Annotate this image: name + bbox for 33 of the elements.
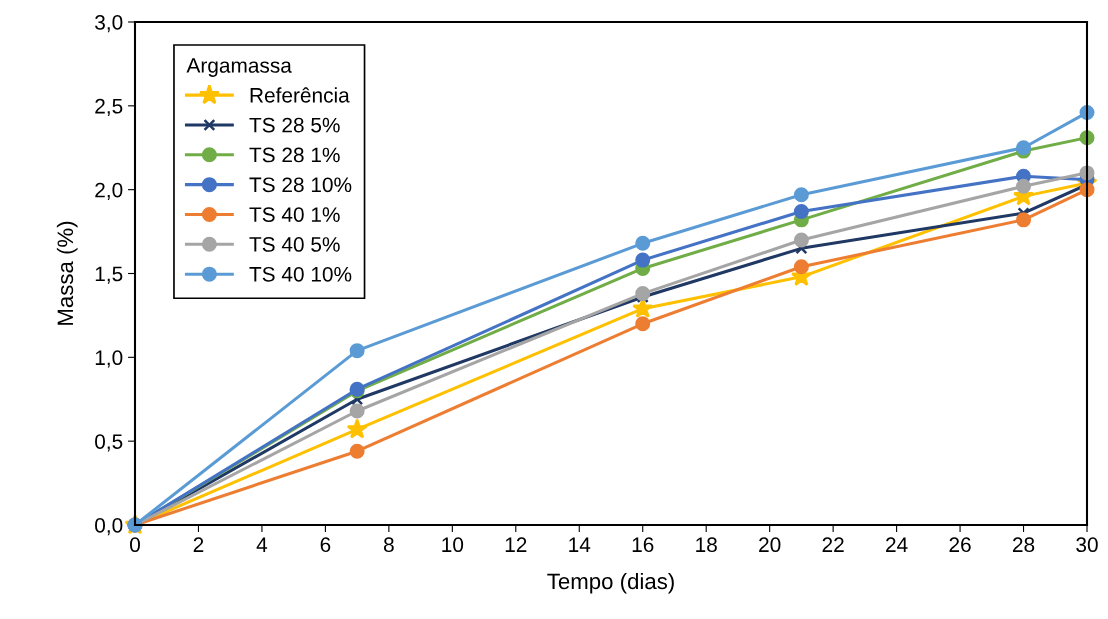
x-tick-label: 28 [1013, 537, 1035, 553]
y-axis-title: Massa (%) [56, 221, 78, 325]
y-tick-label: 2,0 [95, 182, 123, 200]
legend-label: Referência [250, 87, 350, 103]
x-tick-label: 14 [569, 537, 591, 552]
x-tick-label: 20 [759, 537, 781, 553]
y-tick-label: 0,0 [95, 518, 123, 536]
x-tick-label: 12 [505, 537, 527, 552]
legend-title: Argamassa [186, 58, 292, 77]
x-tick-label: 30 [1076, 537, 1098, 553]
y-tick-label: 2,5 [95, 98, 123, 117]
x-tick-label: 16 [632, 537, 654, 553]
legend-label: TS 28 10% [249, 177, 352, 193]
legend-label: TS 28 5% [249, 117, 340, 133]
y-tick-label: 3,0 [95, 15, 123, 33]
y-tick-label: 0,5 [95, 434, 123, 452]
y-tick-label: 1,0 [95, 350, 123, 368]
legend-label: TS 40 5% [249, 237, 340, 252]
x-tick-label: 26 [949, 537, 971, 553]
x-tick-label: 22 [822, 537, 844, 552]
x-tick-label: 6 [320, 537, 331, 553]
y-tick-label: 1,5 [95, 266, 123, 284]
x-axis-title: Tempo (dias) [547, 572, 674, 594]
x-tick-label: 0 [130, 537, 140, 553]
x-tick-label: 4 [256, 537, 268, 552]
x-tick-label: 24 [886, 537, 908, 552]
x-tick-label: 2 [193, 537, 204, 552]
legend-label: TS 40 10% [249, 266, 352, 282]
x-tick-label: 10 [442, 537, 464, 553]
x-tick-label: 18 [696, 537, 717, 553]
legend-label: TS 28 1% [249, 147, 340, 163]
legend-label: TS 40 1% [249, 207, 340, 222]
x-tick-label: 8 [383, 537, 394, 553]
